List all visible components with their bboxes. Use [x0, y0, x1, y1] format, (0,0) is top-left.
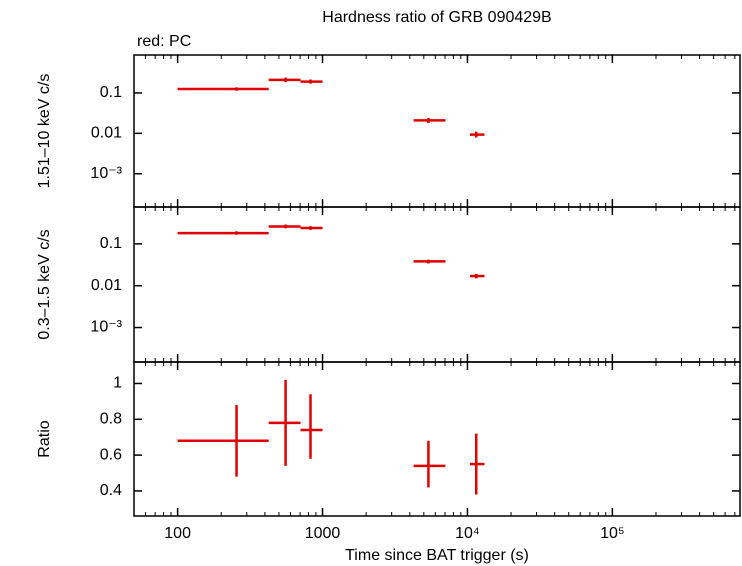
x-tick-label: 10⁵ — [600, 525, 624, 542]
x-tick-label: 1000 — [305, 525, 341, 542]
y-tick-label: 1 — [113, 375, 122, 392]
plot-frame — [133, 54, 741, 208]
chart-title: Hardness ratio of GRB 090429B — [322, 9, 551, 26]
y-tick-label: 0.01 — [91, 277, 122, 294]
y-tick-label: 0.6 — [100, 446, 122, 463]
x-tick-label: 10⁴ — [455, 525, 480, 542]
y-tick-label: 0.4 — [100, 482, 122, 499]
y-tick-label: 0.8 — [100, 411, 122, 428]
x-axis-label: Time since BAT trigger (s) — [345, 547, 529, 564]
y-axis-label: 1.51–10 keV c/s — [36, 74, 53, 189]
y-tick-label: 0.01 — [91, 125, 122, 142]
annotation: red: PC — [137, 33, 191, 50]
y-tick-label: 0.1 — [100, 84, 122, 101]
y-tick-label: 0.1 — [100, 235, 122, 252]
plot-frame — [133, 206, 741, 363]
y-axis-label: 0.3–1.5 keV c/s — [36, 229, 53, 339]
y-axis-label: Ratio — [36, 420, 53, 457]
plot-frame — [133, 361, 741, 517]
x-tick-label: 100 — [164, 525, 191, 542]
y-tick-label: 10⁻³ — [90, 319, 122, 336]
y-tick-label: 10⁻³ — [90, 165, 122, 182]
